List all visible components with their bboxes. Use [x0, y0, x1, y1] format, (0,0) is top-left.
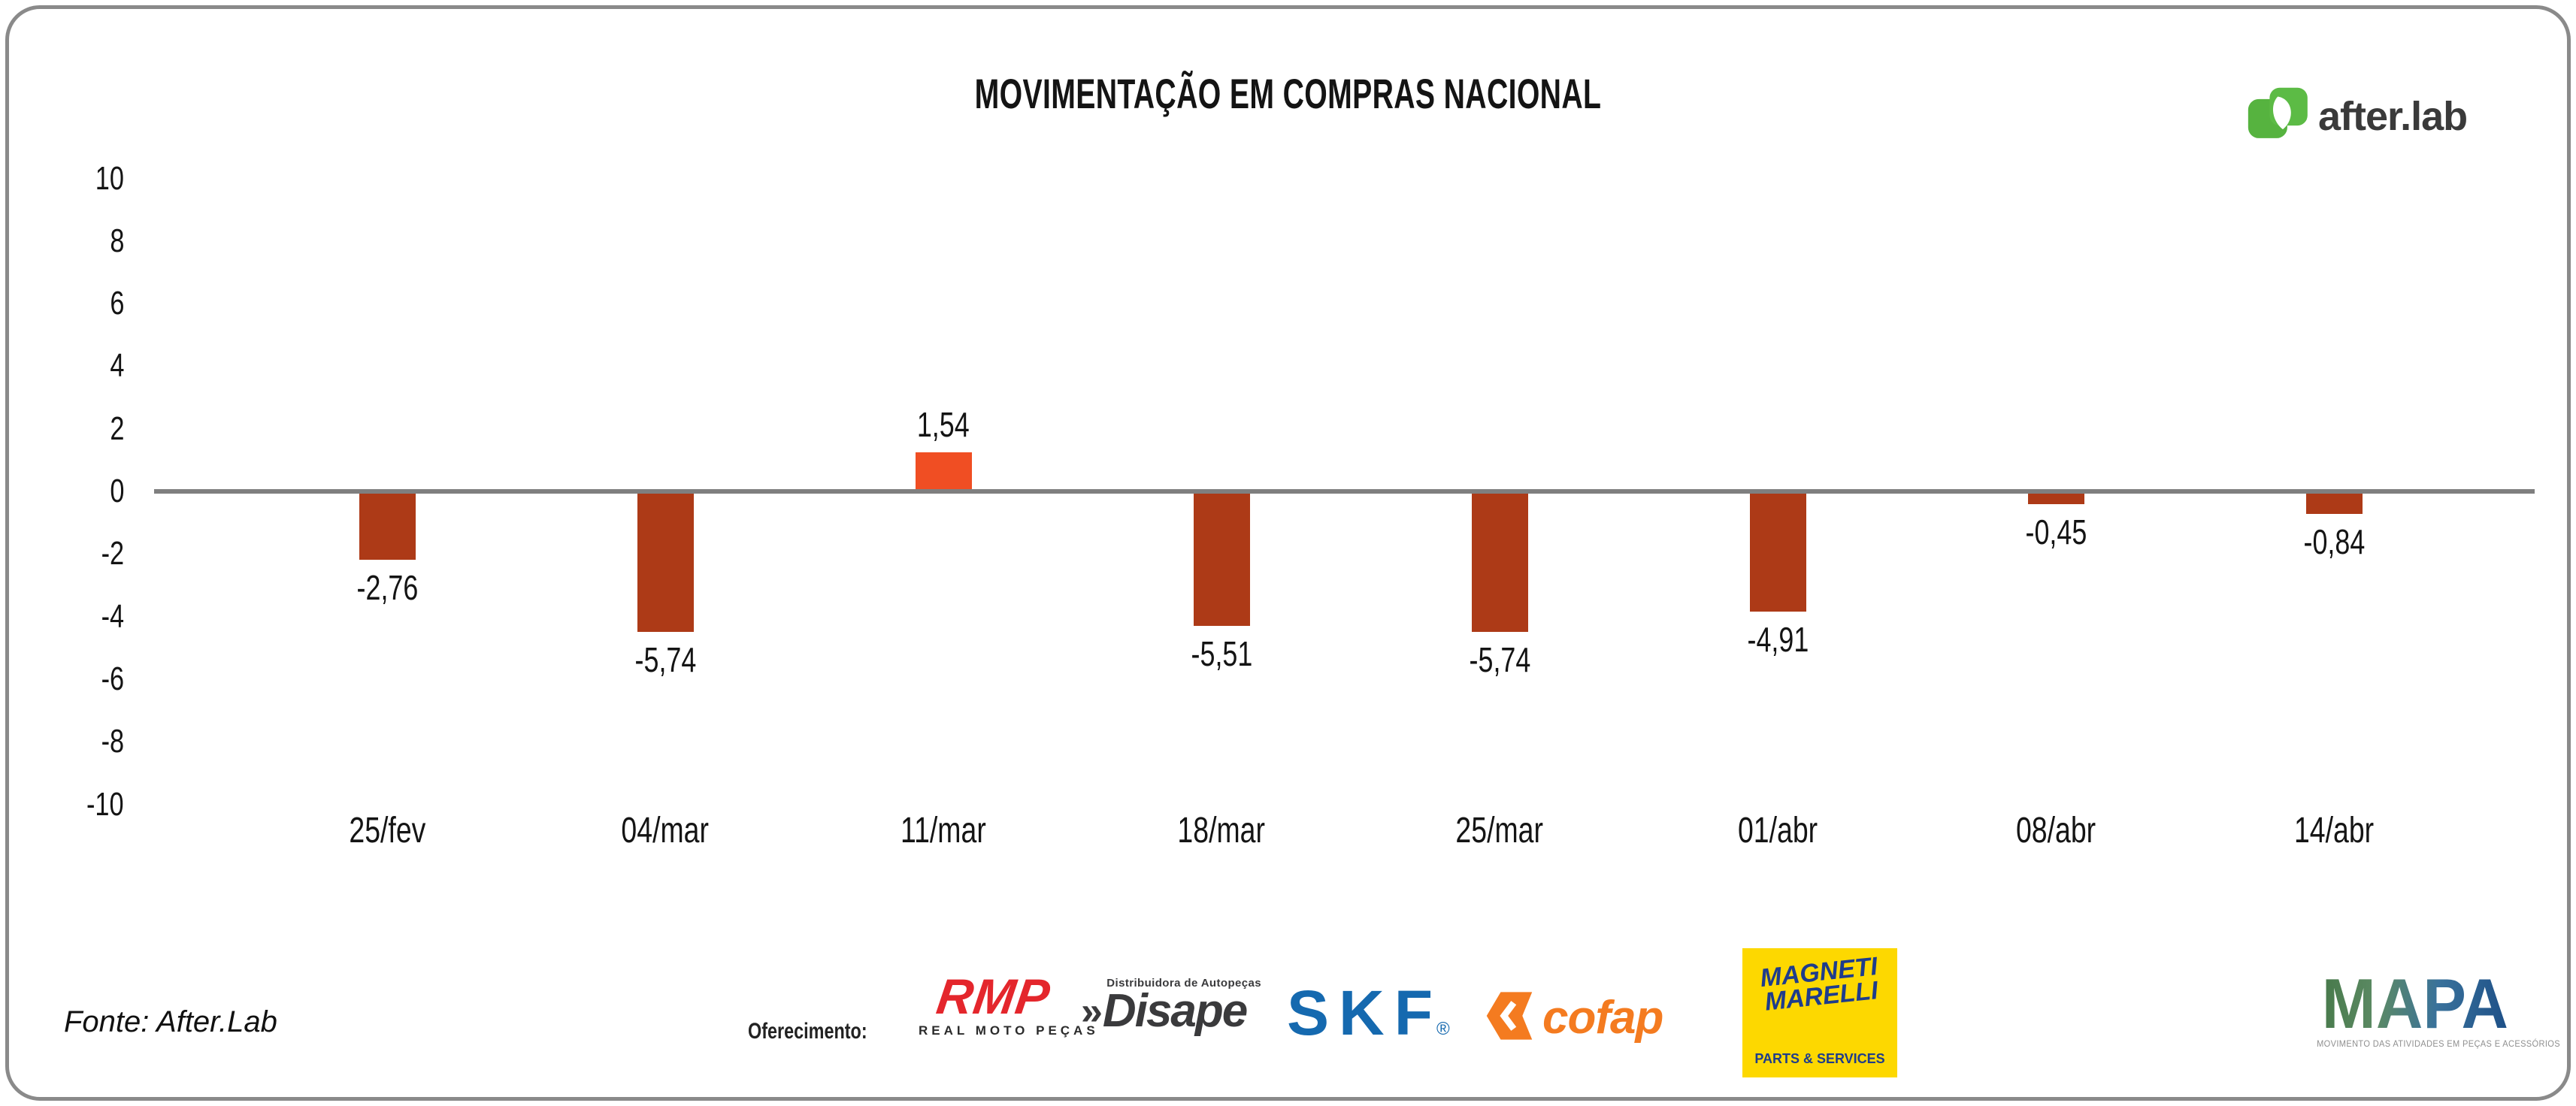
afterlab-leaf-icon [2248, 83, 2311, 150]
registered-trademark-icon: ® [1436, 1019, 1450, 1039]
magneti-marelli-wordmark: MAGNETI MARELLI [1758, 951, 1879, 1017]
bar-value-label: -5,74 [634, 640, 696, 679]
mapa-tagline: MOVIMENTO DAS ATIVIDADES EM PEÇAS E ACES… [2317, 1038, 2560, 1049]
chart-title: MOVIMENTAÇÃO EM COMPRAS NACIONAL [0, 69, 2576, 118]
x-axis-label: 14/abr [2293, 811, 2375, 851]
disape-logo: Distribuidora de Autopeças » Disape [1081, 977, 1261, 1037]
y-axis-tick-label: 4 [109, 347, 124, 385]
bar-14/abr [2305, 494, 2363, 514]
x-axis-label: 18/mar [1177, 811, 1266, 851]
disape-chevron-icon: » [1081, 990, 1103, 1033]
mapa-logo: MAPA MOVIMENTO DAS ATIVIDADES EM PEÇAS E… [2306, 964, 2560, 1050]
rmp-wordmark: RMP [933, 969, 1055, 1024]
bar-value-label: 1,54 [917, 405, 970, 444]
bar-18/mar [1193, 494, 1250, 626]
x-axis-label: 11/mar [901, 811, 986, 851]
mapa-wordmark: MAPA [2321, 964, 2509, 1043]
zero-baseline [154, 489, 2535, 494]
y-axis-tick-label: 2 [109, 409, 124, 447]
skf-logo: SKF ® [1287, 978, 1456, 1048]
afterlab-wordmark: after.lab [2318, 93, 2468, 139]
bar-08/abr [2027, 494, 2084, 504]
offering-label: Oferecimento: [748, 1019, 867, 1044]
bar-01/abr [1749, 494, 1806, 612]
chart-title-text: MOVIMENTAÇÃO EM COMPRAS NACIONAL [974, 70, 1602, 117]
y-axis-tick-label: -8 [101, 723, 124, 760]
y-axis-tick-label: -4 [101, 597, 124, 635]
bar-04/mar [637, 494, 694, 632]
disape-wordmark: Disape [1102, 985, 1248, 1037]
rmp-logo: RMP REAL MOTO PEÇAS [919, 969, 1099, 1038]
afterlab-logo: after.lab [2248, 83, 2468, 150]
rmp-tagline: REAL MOTO PEÇAS [919, 1023, 1099, 1038]
bar-value-label: -2,76 [356, 568, 418, 607]
bar-25/mar [1471, 494, 1528, 632]
cofap-arrow-icon [1482, 989, 1536, 1047]
x-axis-label: 25/fev [348, 811, 425, 851]
cofap-logo: cofap [1482, 989, 1663, 1047]
x-axis-label: 08/abr [2015, 811, 2096, 851]
cofap-wordmark: cofap [1542, 992, 1663, 1044]
bar-11/mar [915, 452, 972, 489]
y-axis-tick-label: 6 [109, 285, 124, 322]
magneti-marelli-tagline: PARTS & SERVICES [1754, 1051, 1885, 1066]
bar-value-label: -0,45 [2025, 512, 2087, 551]
y-axis-tick-label: -6 [101, 660, 124, 697]
bar-25/fev [359, 494, 416, 560]
x-axis-label: 04/mar [621, 811, 710, 851]
disape-tagline: Distribuidora de Autopeças [1106, 977, 1261, 990]
x-axis-label: 01/abr [1737, 811, 1818, 851]
y-axis-tick-label: 10 [95, 159, 124, 197]
bar-value-label: -5,74 [1469, 640, 1530, 679]
y-axis-tick-label: 0 [109, 473, 124, 509]
bar-value-label: -4,91 [1747, 620, 1809, 659]
x-axis-label: 25/mar [1455, 811, 1544, 851]
y-axis-tick-label: 8 [109, 222, 124, 259]
outer-border [5, 5, 2571, 1101]
bar-value-label: -5,51 [1191, 634, 1252, 673]
bar-value-label: -0,84 [2303, 522, 2365, 561]
skf-wordmark: SKF [1287, 978, 1442, 1048]
y-axis-tick-label: -2 [101, 535, 124, 573]
y-axis-tick-label: -10 [86, 785, 124, 823]
magneti-marelli-logo: MAGNETI MARELLI PARTS & SERVICES [1742, 948, 1897, 1077]
source-note: Fonte: After.Lab [64, 1005, 277, 1038]
